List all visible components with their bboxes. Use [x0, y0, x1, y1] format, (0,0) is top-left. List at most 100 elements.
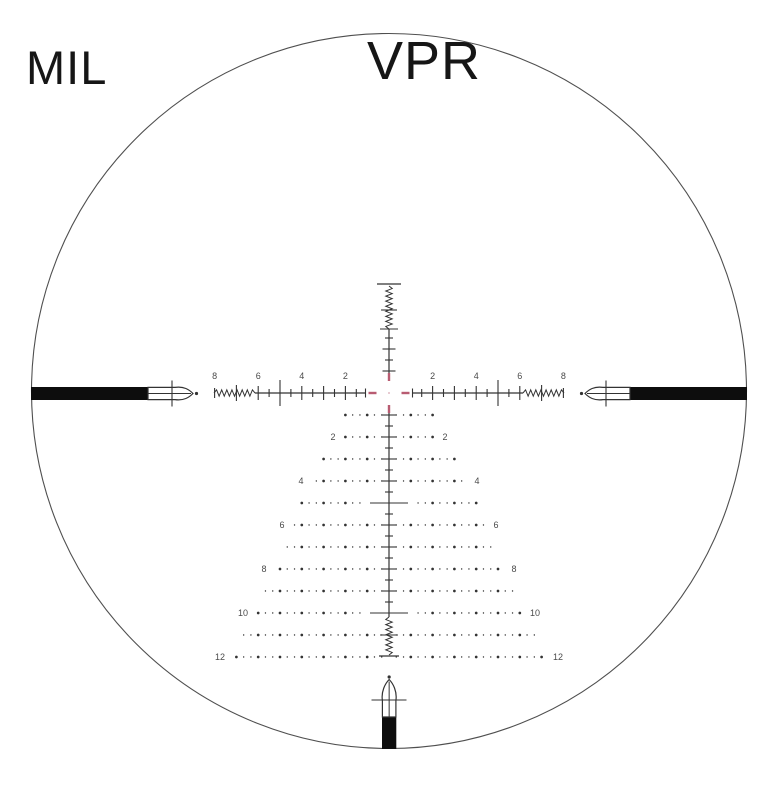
tree-dot — [460, 590, 463, 592]
tree-row-label: 10 — [530, 608, 540, 618]
tree-dot — [351, 612, 354, 614]
tree-dot — [235, 655, 238, 659]
tree-dot — [300, 545, 304, 549]
h-scale-number: 4 — [299, 371, 304, 381]
horizontal-zigzag — [522, 388, 565, 398]
tree-dot — [315, 634, 318, 636]
tree-row-label: 2 — [442, 432, 447, 442]
tree-dot — [490, 656, 492, 658]
tree-dot — [490, 634, 492, 636]
tree-dot — [351, 656, 354, 658]
tree-dot — [468, 612, 470, 614]
tree-dot — [417, 590, 419, 592]
tree-dot — [322, 545, 325, 549]
tree-dot — [395, 480, 397, 482]
tree-dot — [439, 502, 441, 504]
tree-dot — [431, 479, 434, 483]
tree-dot — [272, 634, 274, 636]
tree-dot — [373, 524, 376, 526]
tree-dot — [511, 590, 514, 592]
tree-dot — [351, 502, 354, 504]
tree-dot — [468, 568, 470, 570]
tree-dot — [490, 546, 492, 548]
tree-dot — [322, 523, 325, 527]
tree-dot — [308, 612, 310, 614]
tree-dot — [278, 589, 282, 593]
tree-dot — [504, 590, 506, 592]
tree-dot — [417, 480, 419, 482]
tree-dot — [490, 590, 492, 592]
tree-dot — [439, 524, 441, 526]
tree-dot — [453, 545, 456, 549]
tree-dot — [373, 414, 376, 416]
tree-dot — [300, 655, 304, 659]
tree-dot — [402, 458, 405, 460]
tree-dot — [373, 436, 376, 438]
tree-dot — [431, 545, 434, 549]
tree-dot — [344, 589, 347, 593]
tree-dot — [365, 655, 369, 659]
tree-dot — [468, 656, 470, 658]
tree-dot — [431, 589, 434, 593]
tree-dot — [482, 590, 485, 592]
tree-dot — [286, 568, 288, 570]
vertical-down-zigzag — [384, 616, 394, 656]
tree-dot — [359, 458, 361, 460]
tree-dot — [424, 480, 427, 482]
tree-dot — [504, 656, 506, 658]
tree-dot — [293, 634, 296, 636]
tree-dot — [337, 458, 339, 460]
tree-dot — [431, 655, 434, 659]
tree-dot — [293, 568, 296, 570]
tree-dot — [474, 567, 478, 571]
tree-row-label: 8 — [511, 564, 516, 574]
tree-dot — [496, 567, 500, 571]
tree-dot — [300, 523, 304, 527]
tree-dot — [424, 568, 427, 570]
tree-dot — [308, 656, 310, 658]
tree-dot — [381, 546, 383, 548]
tree-dot — [351, 414, 354, 416]
h-scale-number: 6 — [256, 371, 261, 381]
bottom-pointer-tip-dot — [387, 675, 391, 679]
tree-dot — [337, 524, 339, 526]
tree-dot — [351, 480, 354, 482]
tree-dot — [344, 567, 347, 571]
tree-dot — [286, 546, 288, 548]
tree-dot — [293, 524, 296, 526]
tree-dot — [300, 633, 304, 637]
reticle-name-label: VPR — [367, 31, 482, 91]
tree-dot — [409, 633, 413, 637]
tree-dot — [424, 590, 427, 592]
tree-dot — [344, 611, 347, 615]
tree-dot — [344, 545, 347, 549]
tree-dot — [395, 568, 397, 570]
tree-dot — [381, 568, 383, 570]
tree-dot — [474, 611, 478, 615]
tree-row-label: 6 — [279, 520, 284, 530]
tree-dot — [286, 590, 288, 592]
tree-dot — [330, 568, 332, 570]
tree-dot — [460, 568, 463, 570]
tree-dot — [395, 656, 397, 658]
tree-dot — [402, 590, 405, 592]
tree-dot — [496, 633, 500, 637]
tree-dot — [453, 501, 456, 505]
tree-dot — [409, 545, 413, 549]
tree-dot — [431, 567, 434, 571]
tree-dot — [293, 656, 296, 658]
tree-dot — [417, 524, 419, 526]
tree-dot — [402, 546, 405, 548]
tree-dot — [330, 656, 332, 658]
tree-dot — [496, 611, 500, 615]
tree-dot — [373, 480, 376, 482]
tree-dot — [351, 568, 354, 570]
tree-dot — [315, 612, 318, 614]
tree-dot — [373, 458, 376, 460]
horizontal-zigzag — [213, 388, 256, 398]
tree-dot — [315, 502, 318, 504]
tree-dot — [293, 590, 296, 592]
tree-dot — [511, 656, 514, 658]
tree-dot — [300, 501, 304, 505]
